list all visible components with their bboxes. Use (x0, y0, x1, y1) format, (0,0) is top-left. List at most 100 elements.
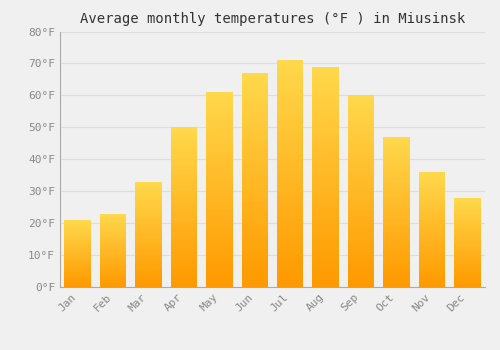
Bar (383, 145, 409, 147)
Bar (383, 272, 409, 274)
Bar (242, 266, 268, 269)
Bar (348, 191, 374, 194)
Bar (136, 252, 162, 254)
Bar (418, 187, 445, 189)
Bar (312, 239, 339, 243)
Bar (100, 247, 126, 248)
Bar (170, 202, 197, 204)
Bar (383, 274, 409, 277)
Bar (277, 79, 303, 83)
Bar (136, 215, 162, 217)
Bar (312, 133, 339, 136)
Bar (170, 170, 197, 173)
Bar (170, 173, 197, 175)
Bar (277, 215, 303, 219)
Bar (206, 277, 233, 280)
Bar (242, 144, 268, 148)
Bar (454, 280, 480, 281)
Bar (100, 226, 126, 227)
Bar (312, 147, 339, 151)
Bar (242, 102, 268, 105)
Bar (383, 149, 409, 152)
Bar (242, 148, 268, 152)
Bar (383, 237, 409, 239)
Bar (206, 199, 233, 203)
Bar (242, 141, 268, 144)
Bar (312, 258, 339, 261)
Bar (136, 201, 162, 203)
Bar (136, 185, 162, 187)
Bar (206, 219, 233, 222)
Bar (170, 244, 197, 247)
Bar (64, 266, 91, 267)
Bar (383, 265, 409, 267)
Bar (64, 234, 91, 236)
Bar (418, 209, 445, 210)
Bar (418, 272, 445, 274)
Bar (100, 257, 126, 258)
Bar (454, 262, 480, 263)
Bar (277, 151, 303, 155)
Bar (136, 211, 162, 213)
Bar (100, 266, 126, 267)
Bar (454, 232, 480, 233)
Bar (206, 147, 233, 150)
Bar (348, 108, 374, 111)
Bar (277, 147, 303, 151)
Bar (454, 242, 480, 244)
Bar (136, 189, 162, 190)
Bar (206, 141, 233, 144)
Bar (348, 271, 374, 274)
Bar (277, 283, 303, 287)
Bar (383, 142, 409, 145)
Bar (312, 225, 339, 228)
Bar (64, 265, 91, 266)
Bar (136, 266, 162, 268)
Bar (136, 271, 162, 273)
Bar (454, 260, 480, 262)
Bar (64, 264, 91, 265)
Bar (418, 247, 445, 248)
Bar (277, 230, 303, 234)
Bar (348, 194, 374, 197)
Bar (242, 173, 268, 176)
Bar (242, 130, 268, 134)
Bar (454, 218, 480, 220)
Bar (277, 264, 303, 268)
Bar (454, 208, 480, 210)
Bar (206, 206, 233, 209)
Bar (100, 240, 126, 242)
Bar (277, 121, 303, 125)
Bar (418, 270, 445, 272)
Bar (277, 272, 303, 276)
Bar (100, 262, 126, 264)
Bar (454, 201, 480, 202)
Bar (454, 256, 480, 257)
Bar (136, 282, 162, 284)
Bar (242, 194, 268, 198)
Bar (454, 286, 480, 287)
Bar (170, 159, 197, 162)
Bar (312, 181, 339, 184)
Bar (454, 224, 480, 226)
Bar (64, 237, 91, 238)
Bar (242, 262, 268, 266)
Bar (383, 167, 409, 169)
Bar (100, 260, 126, 261)
Bar (418, 214, 445, 216)
Bar (277, 60, 303, 64)
Bar (418, 193, 445, 195)
Bar (348, 111, 374, 114)
Bar (206, 99, 233, 102)
Bar (383, 204, 409, 207)
Bar (348, 274, 374, 278)
Bar (454, 269, 480, 271)
Bar (64, 275, 91, 276)
Bar (206, 229, 233, 232)
Bar (64, 268, 91, 269)
Bar (454, 263, 480, 265)
Bar (312, 236, 339, 239)
Bar (206, 134, 233, 138)
Bar (454, 216, 480, 217)
Bar (64, 279, 91, 280)
